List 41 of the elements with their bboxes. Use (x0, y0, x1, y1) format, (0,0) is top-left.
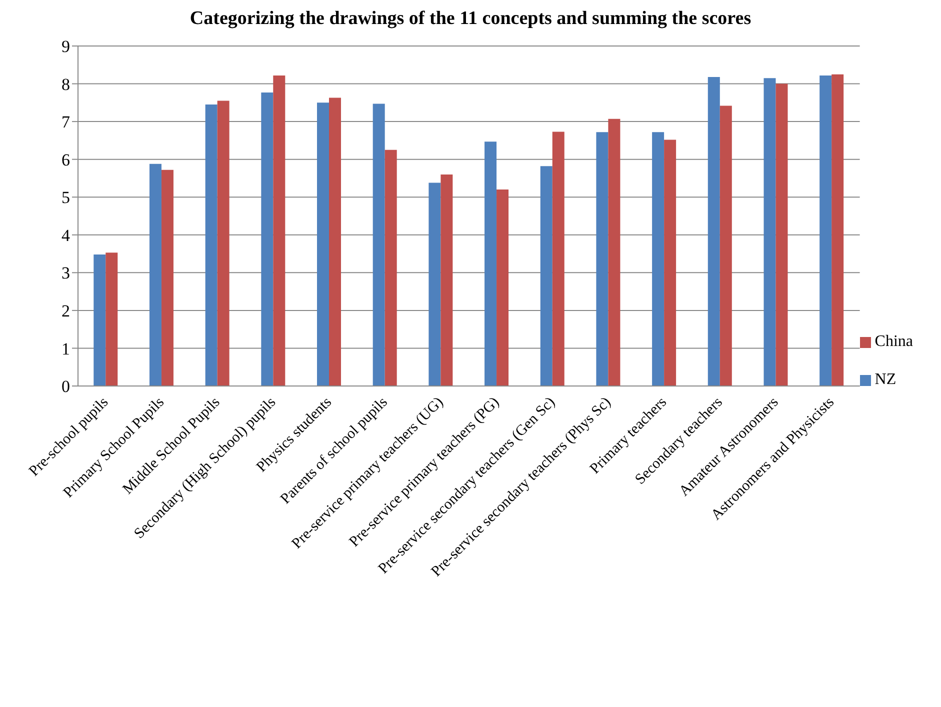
bar (428, 182, 441, 386)
bar (652, 132, 664, 386)
bar (205, 104, 218, 386)
bar (317, 102, 329, 386)
bar (608, 118, 620, 386)
chart-title: Categorizing the drawings of the 11 concepts and summing the scores (188, 8, 752, 31)
y-tick-label: 9 (62, 37, 70, 56)
bar (149, 164, 162, 386)
bar (372, 104, 385, 386)
bar (273, 75, 286, 386)
bar (94, 254, 106, 386)
bar (261, 92, 274, 386)
bar (720, 106, 732, 386)
bar (540, 166, 552, 386)
y-tick-label: 3 (62, 264, 70, 283)
bar (708, 76, 720, 386)
bar (664, 140, 676, 386)
bar (820, 75, 832, 386)
bar (596, 132, 608, 386)
bar (832, 74, 844, 386)
y-tick-label: 1 (62, 339, 70, 358)
bar (161, 170, 174, 386)
bar (440, 174, 453, 386)
bar (384, 150, 397, 386)
legend-label: NZ (874, 371, 896, 388)
y-tick-label: 8 (62, 74, 70, 94)
bar (552, 132, 564, 386)
bar (496, 190, 509, 386)
y-tick-label: 6 (62, 150, 70, 170)
y-tick-label: 7 (62, 112, 70, 132)
bar (217, 100, 230, 386)
legend-label: China (874, 333, 913, 350)
y-tick-label: 0 (62, 377, 70, 396)
y-tick-label: 4 (62, 226, 70, 245)
y-tick-label: 5 (62, 188, 70, 208)
bar (776, 84, 788, 386)
bar (329, 98, 341, 386)
bar (484, 142, 497, 386)
y-tick-label: 2 (62, 301, 70, 320)
bar (764, 78, 776, 386)
bar (106, 252, 118, 386)
